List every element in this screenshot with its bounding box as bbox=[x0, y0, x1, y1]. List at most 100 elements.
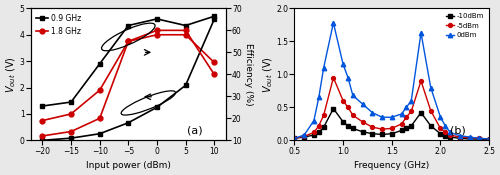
0.9 GHz bbox=[126, 25, 132, 27]
1.8 GHz bbox=[40, 120, 46, 122]
X-axis label: Frequency (GHz): Frequency (GHz) bbox=[354, 161, 430, 170]
1.8 GHz bbox=[182, 34, 188, 36]
0dBm bbox=[398, 113, 404, 115]
0.9 GHz bbox=[182, 25, 188, 27]
-10dBm bbox=[428, 125, 434, 127]
-10dBm bbox=[370, 133, 376, 135]
1.8 GHz bbox=[126, 40, 132, 42]
-10dBm bbox=[466, 138, 472, 140]
0dBm bbox=[428, 86, 434, 89]
-5dBm bbox=[320, 114, 326, 116]
-10dBm bbox=[457, 137, 463, 139]
-10dBm bbox=[398, 129, 404, 131]
-10dBm bbox=[301, 136, 307, 138]
0.9 GHz bbox=[40, 105, 46, 107]
0dBm bbox=[360, 103, 366, 105]
0dBm bbox=[345, 77, 351, 79]
-5dBm bbox=[404, 116, 409, 118]
0dBm bbox=[466, 136, 472, 138]
0.9 GHz bbox=[211, 15, 217, 17]
-5dBm bbox=[486, 138, 492, 140]
1.8 GHz bbox=[154, 34, 160, 36]
0dBm bbox=[404, 106, 409, 108]
-5dBm bbox=[438, 127, 444, 130]
-10dBm bbox=[442, 135, 448, 137]
0dBm bbox=[438, 116, 444, 118]
-10dBm bbox=[330, 108, 336, 110]
-5dBm bbox=[360, 121, 366, 123]
-10dBm bbox=[350, 127, 356, 130]
Text: (b): (b) bbox=[450, 126, 466, 136]
-10dBm bbox=[316, 131, 322, 134]
0dBm bbox=[447, 131, 453, 134]
Line: -10dBm: -10dBm bbox=[292, 107, 491, 142]
-5dBm bbox=[345, 106, 351, 108]
-10dBm bbox=[404, 127, 409, 130]
Line: 0dBm: 0dBm bbox=[292, 21, 492, 141]
0dBm bbox=[301, 134, 307, 136]
0dBm bbox=[292, 137, 298, 139]
-5dBm bbox=[447, 134, 453, 136]
-10dBm bbox=[320, 126, 326, 128]
X-axis label: Input power (dBm): Input power (dBm) bbox=[86, 161, 171, 170]
-10dBm bbox=[476, 138, 482, 140]
-5dBm bbox=[292, 137, 298, 139]
-5dBm bbox=[370, 126, 376, 128]
-10dBm bbox=[379, 133, 385, 135]
-5dBm bbox=[466, 137, 472, 139]
0dBm bbox=[418, 32, 424, 34]
Line: 1.8 GHz: 1.8 GHz bbox=[40, 32, 216, 123]
-5dBm bbox=[442, 131, 448, 134]
-10dBm bbox=[447, 136, 453, 138]
Legend: 0.9 GHz, 1.8 GHz: 0.9 GHz, 1.8 GHz bbox=[35, 12, 82, 37]
0dBm bbox=[330, 22, 336, 24]
-5dBm bbox=[330, 77, 336, 79]
-5dBm bbox=[340, 100, 346, 102]
-5dBm bbox=[476, 137, 482, 139]
Text: (a): (a) bbox=[186, 126, 202, 136]
0dBm bbox=[486, 138, 492, 140]
-5dBm bbox=[301, 135, 307, 137]
-10dBm bbox=[486, 139, 492, 141]
1.8 GHz bbox=[96, 89, 102, 91]
-5dBm bbox=[457, 136, 463, 138]
-10dBm bbox=[345, 125, 351, 127]
-10dBm bbox=[340, 121, 346, 123]
Y-axis label: Efficiency (%): Efficiency (%) bbox=[244, 43, 253, 106]
0dBm bbox=[389, 116, 395, 118]
-5dBm bbox=[389, 127, 395, 130]
-5dBm bbox=[418, 80, 424, 82]
-10dBm bbox=[292, 137, 298, 139]
0dBm bbox=[408, 100, 414, 102]
-5dBm bbox=[379, 128, 385, 130]
0dBm bbox=[379, 116, 385, 118]
1.8 GHz bbox=[68, 113, 74, 115]
-5dBm bbox=[398, 123, 404, 125]
-5dBm bbox=[350, 114, 356, 116]
0dBm bbox=[320, 67, 326, 69]
0dBm bbox=[476, 137, 482, 139]
-10dBm bbox=[408, 125, 414, 127]
-10dBm bbox=[389, 133, 395, 135]
Line: 0.9 GHz: 0.9 GHz bbox=[40, 14, 216, 109]
Y-axis label: $V_{out}$ (V): $V_{out}$ (V) bbox=[5, 56, 18, 93]
-10dBm bbox=[311, 134, 317, 136]
0dBm bbox=[442, 125, 448, 127]
0.9 GHz bbox=[96, 63, 102, 65]
-5dBm bbox=[408, 110, 414, 112]
-5dBm bbox=[316, 125, 322, 127]
Legend: -10dBm, -5dBm, 0dBm: -10dBm, -5dBm, 0dBm bbox=[444, 12, 486, 40]
0dBm bbox=[311, 120, 317, 122]
Line: -5dBm: -5dBm bbox=[292, 76, 491, 141]
-10dBm bbox=[418, 112, 424, 114]
1.8 GHz bbox=[211, 61, 217, 64]
-5dBm bbox=[311, 131, 317, 134]
Y-axis label: $V_{out}$ (V): $V_{out}$ (V) bbox=[261, 56, 274, 93]
-5dBm bbox=[428, 110, 434, 112]
0.9 GHz bbox=[68, 101, 74, 103]
0dBm bbox=[457, 135, 463, 137]
-10dBm bbox=[360, 131, 366, 133]
0dBm bbox=[350, 94, 356, 97]
0dBm bbox=[340, 63, 346, 65]
0dBm bbox=[316, 96, 322, 99]
